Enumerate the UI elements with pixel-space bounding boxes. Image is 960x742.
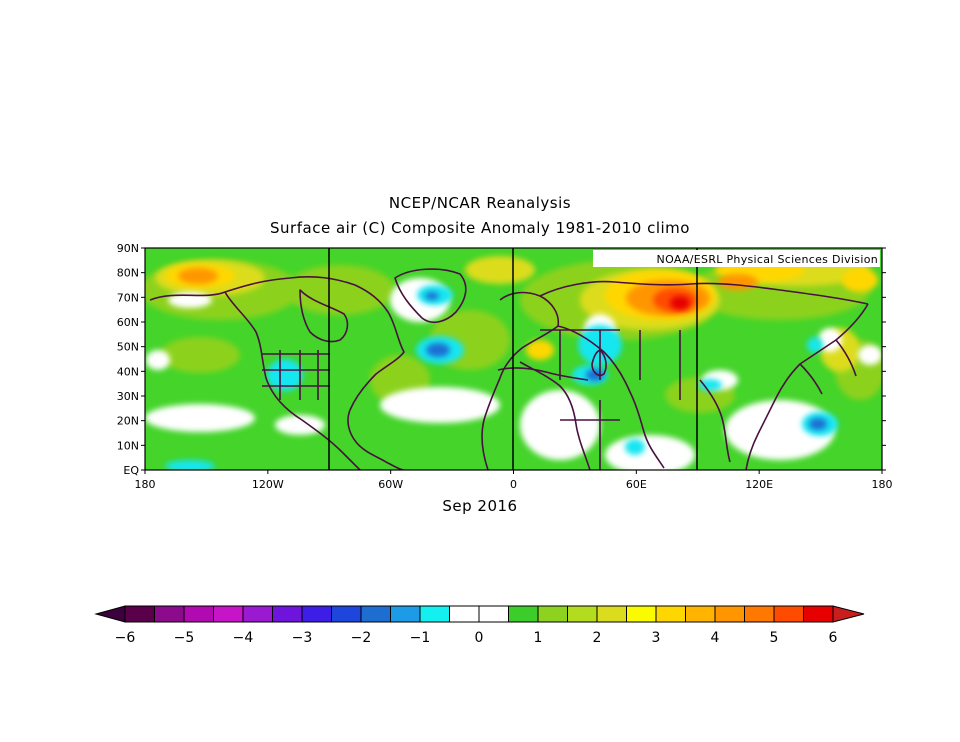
lon-label: 120W: [252, 478, 284, 491]
colorbar-swatch: [449, 605, 480, 623]
credit-text: NOAA/ESRL Physical Sciences Division: [657, 253, 878, 266]
colorbar-swatch: [154, 605, 185, 623]
colorbar-label: −2: [351, 630, 372, 646]
colorbar-label: 0: [475, 630, 484, 646]
colorbar-swatch: [508, 605, 539, 623]
colorbar-label: −6: [115, 630, 136, 646]
colorbar-swatch: [626, 605, 657, 623]
map-title: NCEP/NCAR Reanalysis: [388, 194, 572, 212]
colorbar-label: 2: [593, 630, 602, 646]
colorbar-swatch: [124, 605, 155, 623]
longitude-axis: 180 120W 60W 0 60E 120E 180: [135, 470, 893, 491]
map-subtitle: Surface air (C) Composite Anomaly 1981-2…: [270, 219, 690, 237]
lat-label: EQ: [123, 464, 139, 477]
lat-label: 20N: [117, 415, 139, 428]
colorbar-label: −5: [174, 630, 195, 646]
meridian-lines: [328, 248, 698, 470]
colorbar-label: −1: [410, 630, 431, 646]
lon-label: 120E: [745, 478, 773, 491]
lat-label: 10N: [117, 439, 139, 452]
colorbar-swatch: [655, 605, 686, 623]
colorbar-label: 4: [711, 630, 720, 646]
colorbar-high-arrow: [832, 605, 865, 623]
colorbar-swatch: [537, 605, 568, 623]
lat-label: 40N: [117, 365, 139, 378]
lat-label: 30N: [117, 390, 139, 403]
period-label: Sep 2016: [442, 497, 518, 515]
colorbar: −6 −5 −4 −3 −2 −1 0 1 2 3 4 5 6: [94, 605, 865, 646]
colorbar-swatch: [183, 605, 214, 623]
colorbar-swatch: [567, 605, 598, 623]
colorbar-swatch: [272, 605, 303, 623]
colorbar-swatch: [803, 605, 834, 623]
colorbar-swatch: [773, 605, 804, 623]
colorbar-label: 6: [829, 630, 838, 646]
colorbar-label: 3: [652, 630, 661, 646]
lon-label: 60W: [378, 478, 403, 491]
latitude-axis: 90N 80N 70N 60N 50N 40N 30N 20N 10N EQ: [117, 242, 886, 477]
colorbar-swatch: [242, 605, 273, 623]
colorbar-swatch: [596, 605, 627, 623]
colorbar-label: −4: [233, 630, 254, 646]
lon-label: 180: [872, 478, 893, 491]
credit-box: [593, 250, 880, 267]
colorbar-swatch: [419, 605, 450, 623]
lon-label: 60E: [626, 478, 647, 491]
colorbar-label: 1: [534, 630, 543, 646]
colorbar-swatch: [685, 605, 716, 623]
lon-label: 0: [510, 478, 517, 491]
lat-label: 70N: [117, 291, 139, 304]
colorbar-swatch: [714, 605, 745, 623]
lat-label: 90N: [117, 242, 139, 255]
colorbar-swatch: [478, 605, 509, 623]
colorbar-swatch: [213, 605, 244, 623]
colorbar-swatch: [331, 605, 362, 623]
coastlines: [149, 268, 869, 470]
lat-label: 80N: [117, 267, 139, 280]
colorbar-swatch: [390, 605, 421, 623]
colorbar-swatch: [744, 605, 775, 623]
colorbar-swatch: [301, 605, 332, 623]
colorbar-label: 5: [770, 630, 779, 646]
colorbar-low-arrow: [94, 605, 126, 623]
colorbar-swatch: [360, 605, 391, 623]
lon-label: 180: [135, 478, 156, 491]
lat-label: 60N: [117, 316, 139, 329]
colorbar-label: −3: [292, 630, 313, 646]
lat-label: 50N: [117, 341, 139, 354]
